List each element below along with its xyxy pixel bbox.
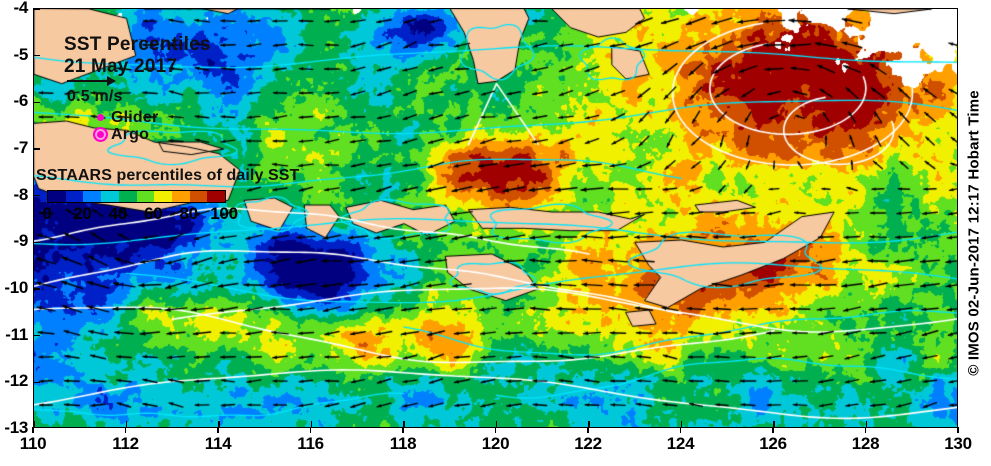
colorbar-swatch-1: [65, 191, 84, 202]
xtick-mark: [680, 421, 683, 427]
colorbar: SSTAARS percentiles of daily SST 0 20 40 60…: [34, 167, 300, 223]
ytick-label--12: -12: [4, 371, 28, 391]
colorbar-gradient: [47, 190, 226, 203]
xtick-outer: [309, 427, 312, 433]
xtick-label-130: 130: [944, 434, 972, 453]
xtick-mark: [34, 421, 35, 427]
title-line-2: 21 May 2017: [64, 56, 178, 78]
xtick-mark: [218, 421, 220, 427]
ytick-label--9: -9: [13, 231, 28, 251]
xtick-mark: [403, 421, 405, 427]
legend-item-argo: Argo: [89, 126, 158, 143]
vector-scale-key: 0.5 m/s: [67, 75, 197, 106]
xtick-label-114: 114: [204, 434, 232, 453]
xtick-label-110: 110: [19, 434, 47, 453]
xtick-label-122: 122: [574, 434, 602, 453]
ring-dot-marker-icon: [89, 127, 111, 142]
xtick-mark: [495, 421, 498, 427]
xtick-label-126: 126: [759, 434, 787, 453]
xtick-mark: [125, 421, 128, 427]
colorbar-tick-60: 60: [144, 204, 163, 223]
xtick-outer: [124, 427, 127, 433]
xtick-outer: [957, 427, 959, 433]
xtick-mark: [865, 421, 868, 427]
title-line-1: SST Percentiles: [64, 34, 211, 55]
xtick-outer: [864, 427, 867, 433]
colorbar-swatch-3: [101, 191, 119, 202]
colorbar-swatch-2: [83, 191, 102, 202]
ytick-mark: [34, 241, 40, 244]
arrow-right-icon: [67, 75, 197, 87]
ytick-mark: [34, 334, 40, 337]
credit-text: © IMOS 02-Jun-2017 12:17 Hobart Time: [959, 0, 989, 466]
xtick-label-128: 128: [851, 434, 880, 453]
ytick-mark: [34, 9, 40, 10]
xtick-outer: [772, 427, 774, 433]
xtick-label-116: 116: [297, 434, 324, 453]
xtick-outer: [679, 427, 682, 433]
ytick-mark: [34, 54, 40, 57]
colorbar-tick-0: 0: [42, 204, 52, 223]
vector-scale-label: 0.5 m/s: [67, 88, 123, 105]
xtick-mark: [773, 421, 775, 427]
ytick-label--6: -6: [13, 91, 28, 111]
ytick-mark: [34, 288, 40, 290]
colorbar-tick-100: 100: [210, 204, 238, 223]
ytick-mark: [34, 148, 40, 150]
xtick-label-118: 118: [389, 434, 417, 453]
ytick-label--5: -5: [13, 44, 28, 64]
xtick-outer: [494, 427, 497, 433]
colorbar-tick-labels: 0 20 40 60 80 100: [42, 203, 238, 223]
legend-label-argo: Argo: [111, 125, 150, 143]
marker-legend: Glider Argo: [89, 109, 158, 143]
legend-label-glider: Glider: [111, 108, 159, 126]
ytick-label--10: -10: [4, 278, 28, 297]
colorbar-swatch-9: [207, 191, 226, 202]
ytick-label--7: -7: [13, 138, 28, 157]
ytick-label--11: -11: [5, 324, 28, 344]
ytick-mark: [34, 194, 40, 197]
xtick-outer: [217, 427, 219, 433]
filled-dot-marker-icon: [89, 114, 111, 121]
legend-item-glider: Glider: [89, 109, 158, 126]
xtick-outer: [587, 427, 589, 433]
colorbar-tick-20: 20: [73, 204, 92, 223]
colorbar-tick-80: 80: [179, 204, 198, 223]
xtick-label-112: 112: [112, 434, 139, 453]
ytick-label--13: -13: [4, 418, 28, 437]
xtick-label-120: 120: [481, 434, 510, 453]
ytick-label--8: -8: [13, 184, 28, 204]
colorbar-swatch-0: [48, 191, 66, 202]
xtick-label-124: 124: [666, 434, 695, 453]
xtick-mark: [588, 421, 590, 427]
xtick-outer: [32, 427, 34, 433]
map-plot-area: SST Percentiles 21 May 2017 0.5 m/s Glid…: [33, 8, 958, 428]
xtick-outer: [402, 427, 404, 433]
colorbar-swatch-8: [189, 191, 208, 202]
colorbar-swatch-4: [118, 191, 137, 202]
credit-label: © IMOS 02-Jun-2017 12:17 Hobart Time: [965, 90, 983, 376]
ytick-mark: [34, 101, 40, 104]
sst-percentile-field: [34, 9, 957, 427]
colorbar-swatch-5: [136, 191, 155, 202]
colorbar-swatch-7: [171, 191, 190, 202]
colorbar-title: SSTAARS percentiles of daily SST: [36, 167, 300, 184]
colorbar-swatch-6: [154, 191, 172, 202]
xtick-mark: [310, 421, 313, 427]
plot-title: SST Percentiles 21 May 2017: [64, 34, 211, 79]
ytick-mark: [34, 381, 40, 384]
ytick-label--4: -4: [13, 0, 28, 17]
colorbar-tick-40: 40: [108, 204, 128, 223]
